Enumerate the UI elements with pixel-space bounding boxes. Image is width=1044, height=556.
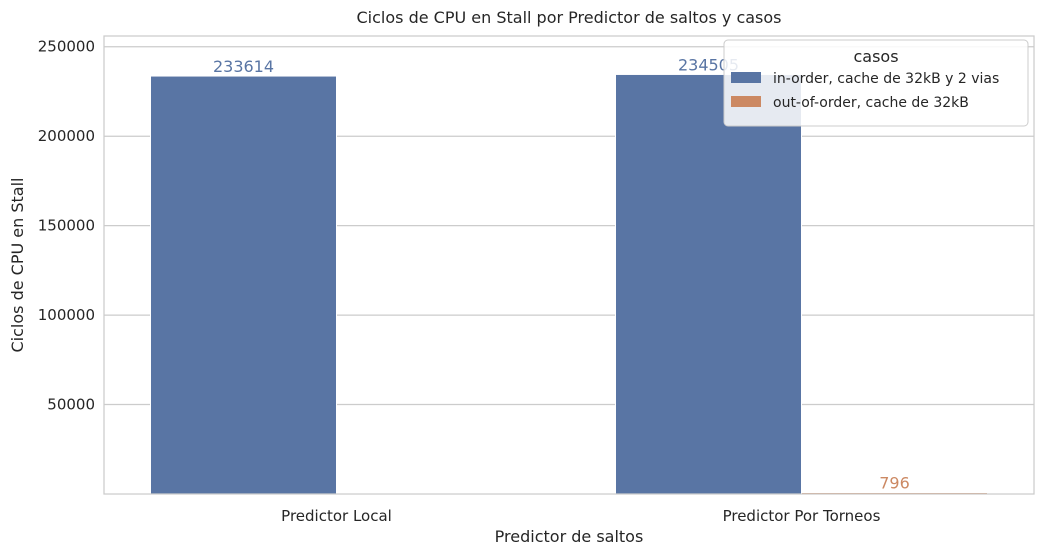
y-axis-ticks: 50000 100000 150000 200000 250000 — [38, 38, 95, 414]
data-label: 233614 — [213, 57, 274, 76]
legend-label-series-2: out-of-order, cache de 32kB — [773, 95, 969, 111]
y-tick-label: 100000 — [38, 306, 95, 324]
legend: casos in-order, cache de 32kB y 2 vias o… — [723, 39, 1029, 127]
legend-swatch-series-1 — [731, 72, 761, 83]
y-tick-label: 50000 — [47, 396, 95, 414]
data-label: 796 — [879, 474, 910, 493]
legend-title: casos — [853, 47, 898, 66]
y-tick-label: 150000 — [38, 217, 95, 235]
bars — [150, 73, 988, 495]
x-tick-label: Predictor Por Torneos — [723, 507, 881, 525]
x-axis-label: Predictor de saltos — [495, 527, 644, 546]
x-axis-ticks: Predictor Local Predictor Por Torneos — [281, 507, 880, 525]
y-tick-label: 200000 — [38, 127, 95, 145]
bar-1 — [615, 73, 802, 495]
y-axis-label: Ciclos de CPU en Stall — [8, 178, 27, 353]
plot-frame — [103, 35, 1035, 495]
x-tick-label: Predictor Local — [281, 507, 392, 525]
bar-1 — [150, 75, 337, 495]
legend-box — [723, 39, 1029, 127]
legend-swatch-series-2 — [731, 96, 761, 107]
chart-title: Ciclos de CPU en Stall por Predictor de … — [357, 8, 782, 27]
y-tick-label: 250000 — [38, 38, 95, 56]
legend-label-series-1: in-order, cache de 32kB y 2 vias — [773, 71, 999, 87]
